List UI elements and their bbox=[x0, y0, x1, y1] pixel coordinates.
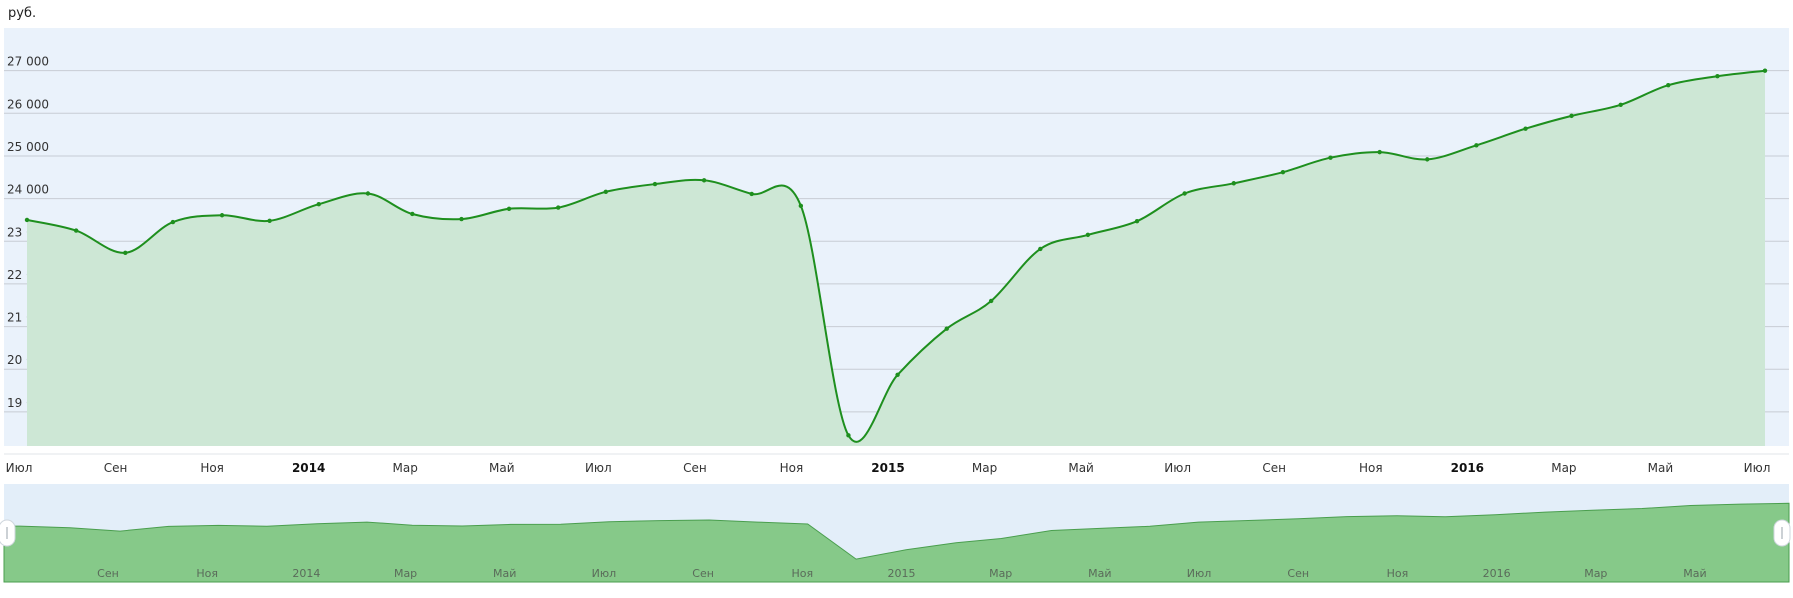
data-point[interactable] bbox=[1328, 155, 1333, 160]
navigator-tick-label: Июл bbox=[1187, 567, 1212, 580]
navigator-tick-label: Сен bbox=[97, 567, 119, 580]
data-point[interactable] bbox=[798, 203, 804, 209]
x-tick-label: Мар bbox=[393, 461, 418, 475]
x-tick-label: Июл bbox=[6, 461, 33, 475]
data-point[interactable] bbox=[123, 250, 128, 255]
data-point[interactable] bbox=[365, 191, 371, 196]
data-point[interactable] bbox=[24, 217, 30, 223]
navigator-tick-label: Ноя bbox=[196, 567, 218, 580]
data-point[interactable] bbox=[944, 326, 949, 331]
data-point[interactable] bbox=[459, 216, 464, 222]
data-point[interactable] bbox=[1038, 246, 1043, 252]
navigator-handle-right[interactable] bbox=[1773, 519, 1791, 547]
navigator-labels: Сен Ноя 2014 Мар Май Июл Сен Ноя 2015 Мар Май Июл Се… bbox=[97, 567, 1707, 580]
data-point[interactable] bbox=[506, 206, 512, 212]
navigator-tick-label: 2014 bbox=[292, 567, 320, 580]
y-unit-label: руб. bbox=[8, 6, 37, 21]
navigator-tick-label: Май bbox=[1088, 567, 1111, 580]
navigator-tick-label: Май bbox=[1683, 567, 1706, 580]
data-point[interactable] bbox=[73, 228, 79, 233]
data-point[interactable] bbox=[410, 211, 415, 217]
x-axis-labels: Июл Сен Ноя 2014 Мар Май Июл Сен Ноя 2015 Мар Май Ию… bbox=[6, 461, 1771, 475]
data-point[interactable] bbox=[749, 191, 754, 197]
data-point[interactable] bbox=[1666, 82, 1671, 88]
x-tick-label: Мар bbox=[1551, 461, 1576, 475]
navigator-tick-label: 2015 bbox=[888, 567, 916, 580]
data-point[interactable] bbox=[1377, 149, 1382, 155]
x-tick-label: Сен bbox=[683, 461, 707, 475]
x-tick-label: Сен bbox=[1262, 461, 1286, 475]
navigator-tick-label: Мар bbox=[394, 567, 417, 580]
navigator-tick-label: Мар bbox=[1584, 567, 1607, 580]
data-points bbox=[24, 68, 1768, 438]
x-tick-label: Ноя bbox=[780, 461, 804, 475]
data-point[interactable] bbox=[1085, 232, 1091, 238]
x-tick-label: 2015 bbox=[871, 461, 904, 475]
navigator-tick-label: Июл bbox=[592, 567, 617, 580]
x-tick-label: Ноя bbox=[1359, 461, 1383, 475]
y-tick-label: 27 000 bbox=[7, 55, 49, 69]
x-tick-label: Ноя bbox=[200, 461, 224, 475]
data-point[interactable] bbox=[1182, 191, 1187, 196]
navigator-tick-label: Мар bbox=[989, 567, 1012, 580]
data-point[interactable] bbox=[846, 433, 851, 438]
data-point[interactable] bbox=[1425, 157, 1430, 162]
navigator-tick-label: Сен bbox=[692, 567, 714, 580]
x-tick-label: Июл bbox=[1164, 461, 1191, 475]
data-point[interactable] bbox=[1474, 143, 1479, 148]
data-point[interactable] bbox=[1569, 113, 1574, 119]
navigator-tick-label: 2016 bbox=[1483, 567, 1511, 580]
data-point[interactable] bbox=[1523, 126, 1528, 131]
x-tick-label: 2016 bbox=[1451, 461, 1484, 475]
series-line bbox=[26, 69, 1766, 443]
data-point[interactable] bbox=[219, 213, 225, 218]
y-tick-label: 25 000 bbox=[7, 140, 49, 154]
y-tick-label: 26 000 bbox=[7, 97, 49, 111]
x-tick-label: Июл bbox=[1744, 461, 1771, 475]
data-point[interactable] bbox=[1280, 169, 1286, 175]
data-point[interactable] bbox=[652, 181, 658, 187]
x-tick-label: 2014 bbox=[292, 461, 325, 475]
data-point[interactable] bbox=[701, 178, 707, 183]
x-tick-label: Май bbox=[489, 461, 515, 475]
data-point[interactable] bbox=[603, 189, 609, 194]
navigator-tick-label: Май bbox=[493, 567, 516, 580]
data-point[interactable] bbox=[1231, 181, 1236, 186]
data-point[interactable] bbox=[1762, 68, 1768, 73]
data-point[interactable] bbox=[556, 205, 561, 210]
navigator-tick-label: Ноя bbox=[1387, 567, 1409, 580]
data-point[interactable] bbox=[895, 372, 900, 377]
data-point[interactable] bbox=[1618, 102, 1623, 107]
data-point[interactable] bbox=[170, 219, 176, 225]
x-tick-label: Июл bbox=[585, 461, 612, 475]
data-point[interactable] bbox=[988, 298, 994, 304]
x-tick-label: Мар bbox=[972, 461, 997, 475]
series-area-fill bbox=[27, 70, 1765, 446]
x-tick-label: Май bbox=[1068, 461, 1094, 475]
x-tick-label: Сен bbox=[104, 461, 128, 475]
x-tick-label: Май bbox=[1648, 461, 1674, 475]
navigator-tick-label: Сен bbox=[1287, 567, 1309, 580]
data-point[interactable] bbox=[1715, 73, 1720, 79]
data-point[interactable] bbox=[267, 218, 272, 223]
navigator-handle-left[interactable] bbox=[0, 519, 16, 547]
data-point[interactable] bbox=[1134, 219, 1140, 224]
navigator-tick-label: Ноя bbox=[792, 567, 814, 580]
navigator-series bbox=[3, 502, 1790, 583]
y-tick-label: 24 000 bbox=[7, 183, 49, 197]
data-point[interactable] bbox=[316, 201, 321, 207]
